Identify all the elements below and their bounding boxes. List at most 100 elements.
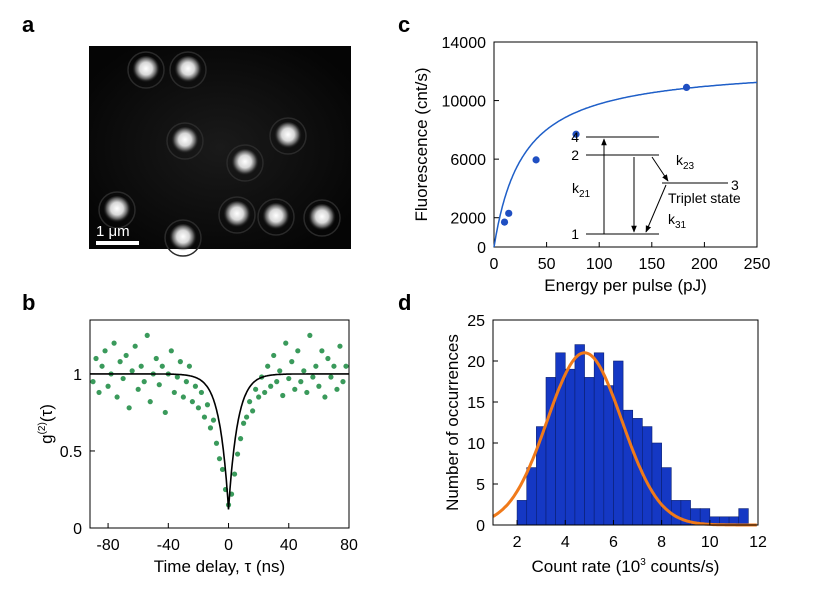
spot-halo bbox=[169, 51, 207, 89]
panel-b-chart: -80 -40 0 40 80 0 0.5 1 Time delay, τ (ns) g(2)(τ… bbox=[37, 319, 358, 576]
bright-spot bbox=[171, 127, 199, 155]
y-tick-label: 25 bbox=[467, 313, 485, 330]
x-axis-label: Time delay, τ (ns) bbox=[154, 557, 285, 576]
x-tick-label: 12 bbox=[749, 534, 767, 551]
data-point bbox=[168, 348, 174, 354]
plot-frame bbox=[492, 319, 759, 526]
y-tick-label: 20 bbox=[467, 354, 485, 371]
y-tick-label: 0 bbox=[476, 518, 485, 535]
data-point bbox=[331, 363, 337, 369]
data-point bbox=[277, 368, 283, 374]
data-point bbox=[325, 355, 331, 362]
bright-spot bbox=[308, 204, 336, 232]
data-point bbox=[532, 156, 540, 164]
x-tick-label: 80 bbox=[340, 537, 358, 554]
fit-curve bbox=[493, 81, 758, 248]
data-point bbox=[201, 414, 208, 420]
data-point bbox=[183, 379, 189, 385]
data-point bbox=[322, 394, 328, 400]
spot-halo bbox=[98, 191, 136, 229]
data-point bbox=[295, 348, 301, 354]
histogram-bar bbox=[661, 467, 672, 526]
data-point bbox=[231, 471, 238, 477]
data-point bbox=[132, 343, 138, 349]
data-point bbox=[505, 209, 513, 217]
data-point bbox=[316, 383, 322, 389]
data-point bbox=[219, 466, 226, 473]
data-point bbox=[207, 425, 214, 431]
data-point bbox=[93, 355, 99, 362]
data-point bbox=[177, 359, 183, 365]
x-tick-label: 8 bbox=[657, 534, 666, 551]
histogram-bar bbox=[516, 500, 528, 526]
level-1-label: 1 bbox=[571, 226, 579, 242]
x-axis-label: Energy per pulse (pJ) bbox=[544, 276, 707, 295]
bright-spot bbox=[231, 149, 259, 177]
data-point bbox=[244, 414, 250, 420]
y-tick-label: 10 bbox=[467, 436, 485, 453]
panel-letter-b: b bbox=[22, 290, 35, 315]
data-point bbox=[99, 363, 105, 369]
x-tick-label: 0 bbox=[224, 537, 233, 554]
x-tick-label: 10 bbox=[701, 534, 719, 551]
spot-halo bbox=[127, 51, 165, 89]
energy-level-diagram: 4 2 3 1 k21 k23 k31 Triplet state bbox=[571, 129, 741, 242]
spot-halo bbox=[218, 196, 256, 234]
spot-halo bbox=[226, 144, 264, 182]
k31-label: k31 bbox=[668, 211, 687, 231]
bright-spot bbox=[223, 201, 251, 229]
data-point bbox=[286, 375, 292, 382]
data-point bbox=[262, 389, 268, 396]
k23-arrow bbox=[651, 156, 669, 182]
data-point bbox=[186, 363, 192, 369]
y-axis-label: Fluorescence (cnt/s) bbox=[412, 68, 431, 222]
histogram-bar bbox=[593, 352, 605, 526]
panel-letter-a: a bbox=[22, 12, 35, 37]
panel-c-chart: 0 50 100 150 200 250 0 2000 6000 10000 14000 Energy… bbox=[412, 35, 770, 295]
data-point bbox=[268, 383, 274, 389]
data-point bbox=[682, 83, 691, 91]
scale-bar-label: 1 μm bbox=[96, 223, 130, 240]
x-axis-label: Count rate (103 counts/s) bbox=[532, 557, 720, 576]
data-point bbox=[253, 386, 259, 392]
data-point bbox=[189, 399, 195, 405]
k23-label: k23 bbox=[676, 152, 695, 172]
fit-curve bbox=[90, 373, 349, 510]
histogram-bar bbox=[526, 467, 537, 526]
data-point bbox=[274, 379, 280, 385]
x-tick-label: 0 bbox=[490, 256, 499, 273]
data-point bbox=[195, 405, 202, 411]
x-tick-label: -40 bbox=[157, 537, 180, 554]
x-tick-label: 2 bbox=[513, 534, 522, 551]
histogram-bar bbox=[584, 377, 595, 526]
level-4-label: 4 bbox=[571, 129, 579, 145]
panel-letter-d: d bbox=[398, 290, 411, 315]
data-point bbox=[129, 368, 135, 374]
data-point bbox=[204, 402, 211, 408]
y-tick-label: 5 bbox=[476, 477, 485, 494]
data-point bbox=[572, 130, 580, 138]
data-point bbox=[174, 374, 180, 380]
bright-spot bbox=[169, 224, 197, 252]
data-point bbox=[159, 363, 165, 369]
panel-d-chart: 2 4 6 8 10 12 0 5 10 15 20 25 Count rate (103 counts… bbox=[443, 313, 767, 576]
y-tick-label: 10000 bbox=[442, 94, 487, 111]
histogram-bar bbox=[651, 442, 662, 526]
data-point bbox=[192, 383, 199, 389]
bright-spot bbox=[174, 56, 202, 84]
y-tick-label: 2000 bbox=[450, 211, 486, 228]
data-point bbox=[153, 355, 159, 362]
data-point bbox=[283, 340, 289, 346]
data-point bbox=[114, 394, 120, 400]
data-point bbox=[292, 386, 298, 392]
x-tick-label: -80 bbox=[97, 537, 120, 554]
spot-halo bbox=[257, 198, 295, 236]
data-point bbox=[126, 405, 132, 411]
data-point bbox=[123, 352, 129, 359]
x-tick-label: 4 bbox=[561, 534, 570, 551]
data-point bbox=[96, 389, 102, 396]
data-point bbox=[135, 386, 141, 392]
y-tick-label: 1 bbox=[73, 367, 82, 384]
y-tick-label: 0.5 bbox=[60, 444, 82, 461]
